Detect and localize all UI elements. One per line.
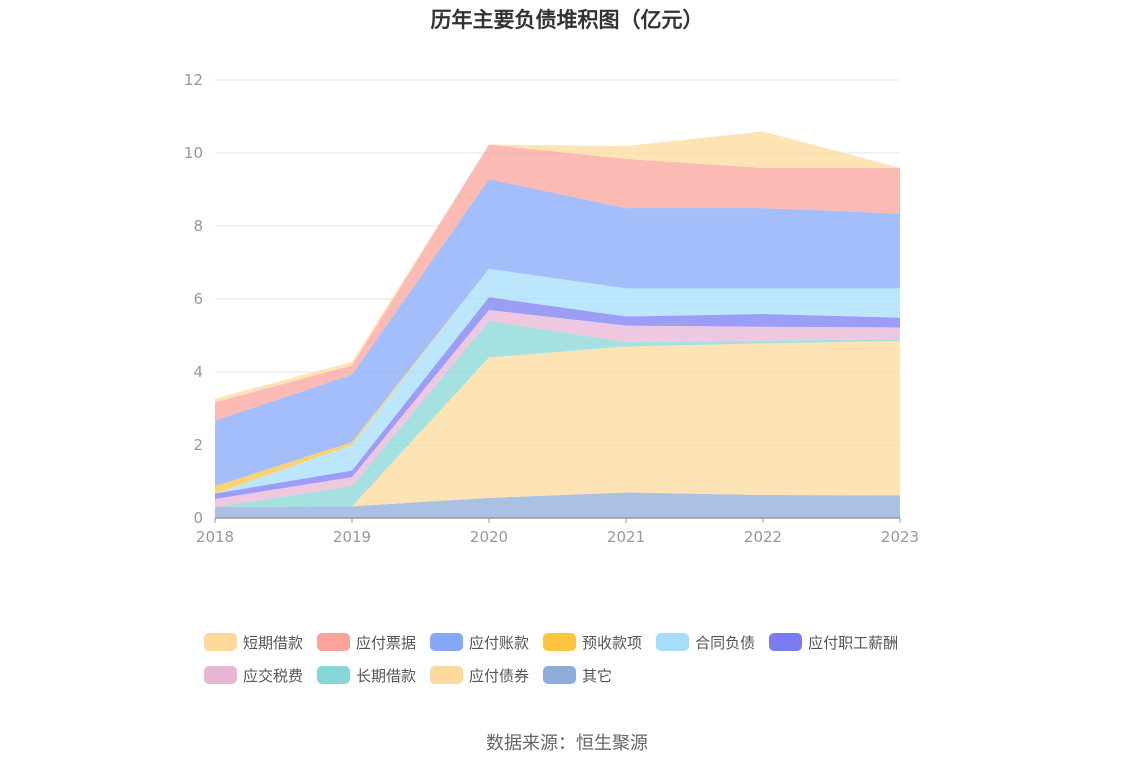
area-合同负债	[215, 268, 900, 494]
legend-swatch	[430, 666, 464, 684]
x-tick-label: 2021	[607, 528, 645, 546]
stacked-area-chart: 0 2 4 6 8 10 12 2018 2019 2020 2021 2022 2023	[184, 71, 919, 546]
area-短期借款	[215, 131, 900, 403]
legend-swatch	[543, 633, 577, 651]
legend-label: 应付票据	[356, 633, 417, 652]
area-应付票据	[215, 144, 900, 421]
x-tick-label: 2018	[196, 528, 234, 546]
legend-swatch	[769, 633, 803, 651]
legend-item[interactable]: 短期借款	[204, 630, 303, 654]
legend-swatch	[204, 633, 237, 651]
legend-item[interactable]: 预收款项	[543, 630, 642, 654]
area-series	[215, 131, 900, 518]
y-tick-label: 8	[193, 217, 203, 235]
area-应付账款	[215, 179, 900, 487]
legend-label: 应付职工薪酬	[808, 633, 899, 652]
legend-swatch	[204, 666, 237, 684]
legend-swatch	[317, 633, 351, 651]
x-tick-label: 2020	[470, 528, 508, 546]
legend-swatch	[656, 633, 690, 651]
data-source: 数据来源：恒生聚源	[486, 733, 648, 754]
legend-item[interactable]: 合同负债	[656, 630, 755, 654]
y-tick-label: 0	[193, 509, 203, 527]
legend-item[interactable]: 应付债券	[430, 663, 529, 687]
legend-label: 其它	[582, 666, 613, 685]
area-应交税费	[215, 309, 900, 508]
legend-label: 长期借款	[356, 666, 417, 685]
x-tick-label: 2022	[744, 528, 782, 546]
legend-item[interactable]: 应付职工薪酬	[769, 630, 898, 654]
legend-label: 短期借款	[243, 633, 304, 652]
y-tick-label: 2	[193, 436, 203, 454]
y-tick-label: 4	[193, 363, 203, 381]
legend-label: 应付账款	[469, 633, 530, 652]
x-tick-label: 2023	[881, 528, 919, 546]
y-tick-label: 12	[184, 71, 203, 89]
y-tick-label: 10	[184, 144, 203, 162]
legend-swatch	[317, 666, 351, 684]
area-长期借款	[215, 320, 900, 508]
area-应付债券	[215, 340, 900, 508]
legend-swatch	[543, 666, 577, 684]
legend-label: 应交税费	[243, 666, 304, 685]
legend-item[interactable]: 其它	[543, 663, 612, 687]
y-tick-label: 6	[193, 290, 203, 308]
legend-label: 应付债券	[469, 666, 530, 685]
legend-label: 合同负债	[695, 633, 756, 652]
legend-item[interactable]: 长期借款	[317, 663, 416, 687]
area-应付职工薪酬	[215, 297, 900, 500]
legend-label: 预收款项	[582, 633, 643, 652]
chart-title: 历年主要负债堆积图（亿元）	[430, 8, 704, 32]
area-其它	[215, 492, 900, 518]
legend: 短期借款 应付票据 应付账款 预收款项 合同负债 应付职工薪酬应交税费 长期借款 应付债券 其它	[204, 630, 964, 696]
legend-swatch	[430, 633, 464, 651]
legend-item[interactable]: 应付票据	[317, 630, 416, 654]
x-tick-label: 2019	[333, 528, 371, 546]
x-axis: 2018 2019 2020 2021 2022 2023	[196, 517, 919, 546]
legend-item[interactable]: 应付账款	[430, 630, 529, 654]
legend-item[interactable]: 应交税费	[204, 663, 303, 687]
y-axis: 0 2 4 6 8 10 12	[184, 71, 203, 527]
